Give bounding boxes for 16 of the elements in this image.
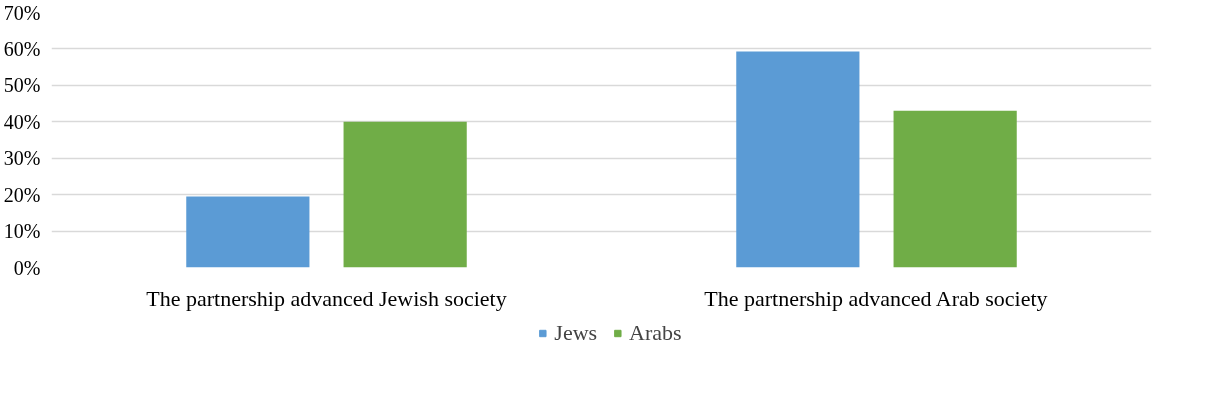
bar [186, 196, 310, 268]
bar [343, 121, 467, 268]
x-tick-label: The partnership advanced Arab society [704, 285, 1048, 311]
y-tick-label: 30% [3, 147, 41, 170]
y-tick-label: 10% [3, 220, 41, 243]
y-tick-label: 0% [13, 256, 41, 279]
y-tick-label: 60% [3, 37, 41, 60]
y-tick-label: 20% [3, 183, 41, 206]
x-tick-label: The partnership advanced Jewish society [146, 285, 507, 311]
legend-label: Jews [554, 320, 598, 346]
y-tick-label: 70% [3, 1, 41, 24]
legend-label: Arabs [629, 320, 682, 346]
y-tick-label: 40% [3, 110, 41, 133]
y-tick-label: 50% [3, 74, 41, 97]
bar [736, 51, 860, 268]
bar [893, 110, 1017, 268]
